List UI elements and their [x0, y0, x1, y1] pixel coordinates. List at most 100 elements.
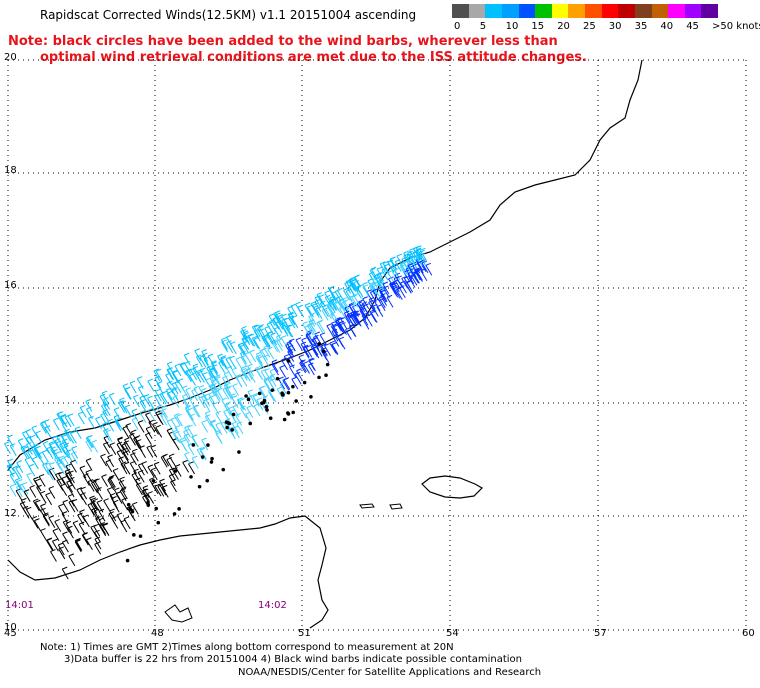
wind-barb	[353, 292, 361, 306]
wind-barb	[258, 324, 266, 337]
wind-barb	[276, 338, 283, 352]
wind-barb	[57, 461, 65, 475]
wind-barb	[62, 531, 70, 545]
wind-barb	[248, 370, 256, 383]
colorbar-ticks: 0 5 10 15 20 25 30 35 40 45 >50 knots	[452, 21, 760, 35]
wind-barb	[123, 516, 131, 530]
wind-barb	[232, 404, 240, 418]
wind-barb	[330, 297, 338, 311]
wind-barb	[23, 489, 31, 502]
wind-barb	[288, 338, 296, 352]
small-island-2	[389, 503, 403, 510]
wind-barb	[3, 441, 11, 455]
wind-barb	[58, 503, 65, 517]
colorbar-tick-label: 40	[660, 21, 674, 32]
contamination-circle	[291, 384, 295, 389]
wind-barb	[305, 333, 313, 346]
wind-barb	[276, 334, 283, 347]
wind-barb	[108, 474, 116, 488]
contamination-circle	[261, 400, 266, 405]
wind-barb	[67, 430, 75, 444]
wind-barb	[20, 445, 28, 458]
contamination-circles	[125, 342, 330, 563]
wind-barb	[310, 344, 318, 358]
wind-barb	[33, 518, 41, 531]
wind-barb	[183, 352, 191, 366]
wind-barb	[106, 486, 114, 500]
wind-barb	[147, 378, 155, 392]
wind-barb	[60, 456, 68, 470]
wind-barb	[44, 425, 52, 439]
wind-barb	[172, 395, 180, 408]
wind-barb	[147, 464, 155, 478]
wind-barb	[314, 299, 322, 312]
wind-barb	[376, 266, 384, 280]
wind-barb	[216, 387, 224, 401]
wind-barb	[221, 337, 228, 350]
wind-barb	[362, 296, 370, 310]
wind-barb	[297, 304, 305, 318]
wind-barb	[245, 367, 253, 380]
wind-barb	[46, 446, 54, 459]
wind-barb	[255, 354, 263, 368]
colorbar-tick-label: 25	[583, 21, 596, 32]
wind-barb	[330, 323, 338, 337]
contamination-circle	[128, 506, 133, 511]
wind-barb	[243, 332, 251, 345]
wind-barb	[380, 293, 388, 306]
wind-barb	[35, 430, 43, 444]
wind-barb	[348, 278, 355, 291]
wind-barb	[316, 292, 324, 305]
wind-barb	[58, 546, 66, 560]
wind-barb	[103, 428, 110, 441]
wind-barb	[146, 444, 154, 458]
contamination-circle	[309, 394, 313, 399]
wind-barb	[421, 260, 429, 274]
wind-barb	[238, 342, 246, 355]
wind-barb	[368, 296, 376, 310]
wind-barb	[356, 284, 364, 298]
contamination-circle	[126, 502, 131, 507]
wind-barb	[235, 373, 243, 387]
contamination-circle	[246, 397, 251, 402]
wind-barb	[116, 441, 124, 455]
wind-barb	[237, 397, 245, 410]
wind-barb	[235, 356, 243, 370]
wind-barb	[266, 321, 274, 335]
wind-barb	[382, 281, 390, 295]
wind-barb	[274, 312, 282, 326]
wind-barb	[39, 490, 47, 504]
contamination-circle	[146, 500, 150, 505]
wind-barb	[282, 377, 290, 391]
colorbar-swatch	[701, 4, 718, 18]
contamination-circle	[125, 558, 130, 563]
wind-barb	[85, 406, 93, 420]
latitude-label: 10	[4, 622, 17, 633]
wind-barb	[85, 435, 93, 449]
wind-barb	[204, 410, 212, 424]
wind-barb	[247, 389, 255, 402]
contamination-circle	[325, 362, 330, 367]
wind-barb	[108, 392, 116, 406]
wind-barb	[67, 484, 75, 498]
wind-barb	[28, 463, 36, 477]
wind-barb	[201, 352, 209, 366]
contamination-circle	[248, 421, 253, 426]
wind-barb	[191, 434, 199, 448]
colorbar-swatch	[485, 4, 502, 18]
wind-barb	[46, 538, 54, 551]
contamination-circle	[286, 359, 291, 363]
wind-barb	[119, 397, 126, 411]
longitude-label: 60	[742, 628, 755, 639]
latitude-label: 20	[4, 52, 17, 63]
wind-barb	[240, 329, 248, 342]
wind-barb	[72, 520, 80, 534]
contamination-circle	[206, 443, 210, 447]
wind-barb	[344, 327, 352, 340]
wind-barb	[263, 336, 271, 350]
colorbar-tick-label: 0	[454, 21, 461, 32]
wind-barb	[95, 416, 102, 429]
colorbar-tick-label: 35	[634, 21, 648, 32]
wind-barb	[78, 521, 86, 535]
wind-barb	[159, 482, 167, 496]
